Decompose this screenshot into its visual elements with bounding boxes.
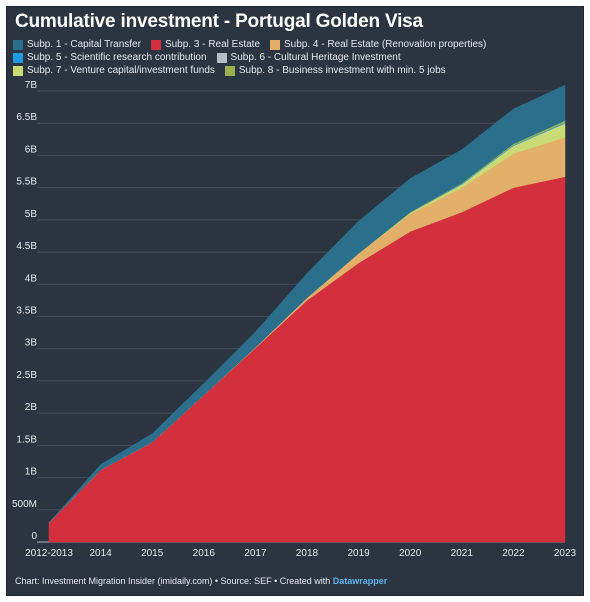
x-tick-label: 2015 xyxy=(141,548,164,559)
x-tick-label: 2022 xyxy=(502,548,525,559)
x-tick-label: 2016 xyxy=(193,548,216,559)
y-tick-label: 7B xyxy=(25,80,38,91)
legend-item-subp-1-capital-transfer: Subp. 1 - Capital Transfer xyxy=(13,38,141,51)
chart-footer: Chart: Investment Migration Insider (imi… xyxy=(15,576,387,586)
legend-swatch xyxy=(216,52,227,63)
legend-label: Subp. 6 - Cultural Heritage Investment xyxy=(230,52,401,63)
legend-item-subp-5-scientific-research-contribution: Subp. 5 - Scientific research contributi… xyxy=(13,51,207,64)
y-tick-label: 3B xyxy=(25,338,38,349)
legend-item-subp-4-real-estate-renovation-properties: Subp. 4 - Real Estate (Renovation proper… xyxy=(270,38,486,51)
legend-swatch xyxy=(13,39,23,50)
y-tick-label: 5B xyxy=(25,209,38,220)
x-tick-label: 2014 xyxy=(89,548,112,559)
x-tick-label: 2012-2013 xyxy=(25,548,73,559)
y-tick-label: 2.5B xyxy=(16,370,37,381)
legend-label: Subp. 8 - Business investment with min. … xyxy=(238,65,446,76)
y-tick-label: 2B xyxy=(25,402,38,413)
area-subp-1-capital-transfer xyxy=(48,84,566,523)
x-tick-label: 2021 xyxy=(451,548,474,559)
legend: Subp. 1 - Capital Transfer Subp. 3 - Real… xyxy=(13,38,573,77)
chart-plot: 0 500M 1B 1.5B 2B 2.5B 3B 3.5B 4B 4.5B 5B 5.5B 6B 6.5… xyxy=(12,80,577,559)
legend-swatch xyxy=(150,39,161,50)
legend-label: Subp. 1 - Capital Transfer xyxy=(27,39,141,50)
x-tick-label: 2019 xyxy=(347,548,370,559)
legend-swatch xyxy=(224,65,235,76)
legend-label: Subp. 4 - Real Estate (Renovation proper… xyxy=(284,39,487,50)
y-tick-label: 4.5B xyxy=(16,241,37,252)
y-tick-label: 5.5B xyxy=(16,177,37,188)
x-tick-label: 2020 xyxy=(399,548,422,559)
legend-item-subp-6-cultural-heritage-investment: Subp. 6 - Cultural Heritage Investment xyxy=(216,51,401,64)
chart-card: Cumulative investment - Portugal Golden … xyxy=(6,6,584,596)
y-tick-label: 3.5B xyxy=(16,306,37,317)
footer-brand-link[interactable]: Datawrapper xyxy=(332,576,388,586)
x-tick-label: 2017 xyxy=(244,548,267,559)
legend-label: Subp. 7 - Venture capital/investment fun… xyxy=(27,65,215,76)
legend-swatch xyxy=(13,52,23,63)
y-tick-label: 1B xyxy=(25,467,38,478)
x-tick-label: 2023 xyxy=(554,548,577,559)
legend-swatch xyxy=(270,39,281,50)
y-tick-label: 1.5B xyxy=(16,434,37,445)
x-tick-label: 2018 xyxy=(296,548,319,559)
y-tick-label: 6B xyxy=(25,144,38,155)
area-subp-3-real-estate xyxy=(48,176,566,543)
legend-item-subp-7-venture-capital-investment-funds: Subp. 7 - Venture capital/investment fun… xyxy=(13,64,215,77)
y-tick-label: 0 xyxy=(31,531,37,542)
legend-item-subp-8-business-investment-with-min-5-jobs: Subp. 8 - Business investment with min. … xyxy=(224,64,446,77)
legend-label: Subp. 5 - Scientific research contributi… xyxy=(27,52,207,63)
y-tick-label: 500M xyxy=(12,499,37,510)
y-tick-label: 6.5B xyxy=(16,112,37,123)
y-tick-label: 4B xyxy=(25,273,38,284)
legend-item-subp-3-real-estate: Subp. 3 - Real Estate xyxy=(150,38,261,51)
legend-swatch xyxy=(13,65,23,76)
footer-credit: Chart: Investment Migration Insider (imi… xyxy=(15,576,333,586)
chart-title: Cumulative investment - Portugal Golden … xyxy=(15,11,423,32)
legend-label: Subp. 3 - Real Estate xyxy=(164,39,261,50)
